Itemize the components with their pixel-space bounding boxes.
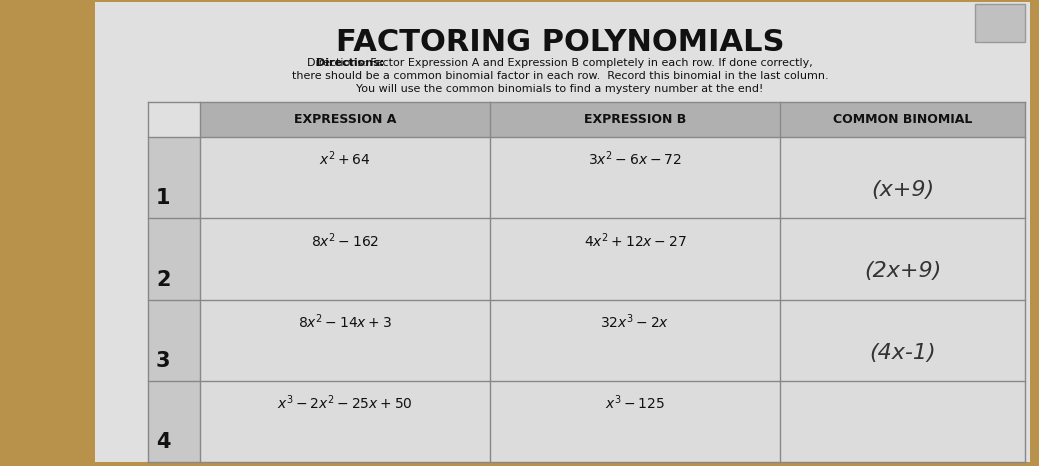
FancyBboxPatch shape — [975, 4, 1025, 42]
FancyBboxPatch shape — [490, 300, 780, 381]
FancyBboxPatch shape — [780, 300, 1025, 381]
Text: 2: 2 — [156, 269, 170, 289]
FancyBboxPatch shape — [780, 381, 1025, 462]
FancyBboxPatch shape — [148, 137, 199, 218]
FancyBboxPatch shape — [780, 137, 1025, 218]
Text: Directions: Factor Expression A and Expression B completely in each row. If done: Directions: Factor Expression A and Expr… — [308, 58, 812, 68]
Text: 4: 4 — [156, 432, 170, 452]
FancyBboxPatch shape — [199, 218, 490, 300]
FancyBboxPatch shape — [199, 300, 490, 381]
FancyBboxPatch shape — [490, 218, 780, 300]
Text: $32x^3 - 2x$: $32x^3 - 2x$ — [601, 312, 670, 331]
Text: (4x-1): (4x-1) — [870, 343, 936, 363]
FancyBboxPatch shape — [780, 218, 1025, 300]
Text: $3x^2 - 6x - 72$: $3x^2 - 6x - 72$ — [588, 150, 682, 168]
Text: Directions:: Directions: — [316, 58, 384, 68]
Text: there should be a common binomial factor in each row.  Record this binomial in t: there should be a common binomial factor… — [292, 71, 828, 81]
Text: (2x+9): (2x+9) — [863, 261, 941, 281]
Text: $x^3 - 2x^2 - 25x + 50$: $x^3 - 2x^2 - 25x + 50$ — [277, 393, 412, 412]
FancyBboxPatch shape — [148, 300, 199, 381]
Text: $8x^2 - 162$: $8x^2 - 162$ — [311, 231, 379, 250]
FancyBboxPatch shape — [490, 137, 780, 218]
FancyBboxPatch shape — [199, 102, 1025, 137]
Text: $8x^2 - 14x + 3$: $8x^2 - 14x + 3$ — [298, 312, 392, 331]
FancyBboxPatch shape — [199, 381, 490, 462]
Text: FACTORING POLYNOMIALS: FACTORING POLYNOMIALS — [336, 28, 784, 57]
Text: You will use the common binomials to find a mystery number at the end!: You will use the common binomials to fin… — [356, 84, 764, 94]
Text: (x+9): (x+9) — [871, 180, 934, 200]
FancyBboxPatch shape — [490, 381, 780, 462]
FancyBboxPatch shape — [95, 2, 1030, 462]
FancyBboxPatch shape — [148, 218, 199, 300]
Text: $4x^2 + 12x - 27$: $4x^2 + 12x - 27$ — [584, 231, 687, 250]
Text: COMMON BINOMIAL: COMMON BINOMIAL — [833, 113, 973, 126]
Text: 3: 3 — [156, 351, 170, 371]
Text: $x^3 - 125$: $x^3 - 125$ — [605, 393, 665, 412]
FancyBboxPatch shape — [199, 137, 490, 218]
Text: EXPRESSION A: EXPRESSION A — [294, 113, 396, 126]
FancyBboxPatch shape — [148, 381, 199, 462]
Text: $x^2 + 64$: $x^2 + 64$ — [319, 150, 371, 168]
Text: 1: 1 — [156, 188, 170, 208]
Text: EXPRESSION B: EXPRESSION B — [584, 113, 686, 126]
